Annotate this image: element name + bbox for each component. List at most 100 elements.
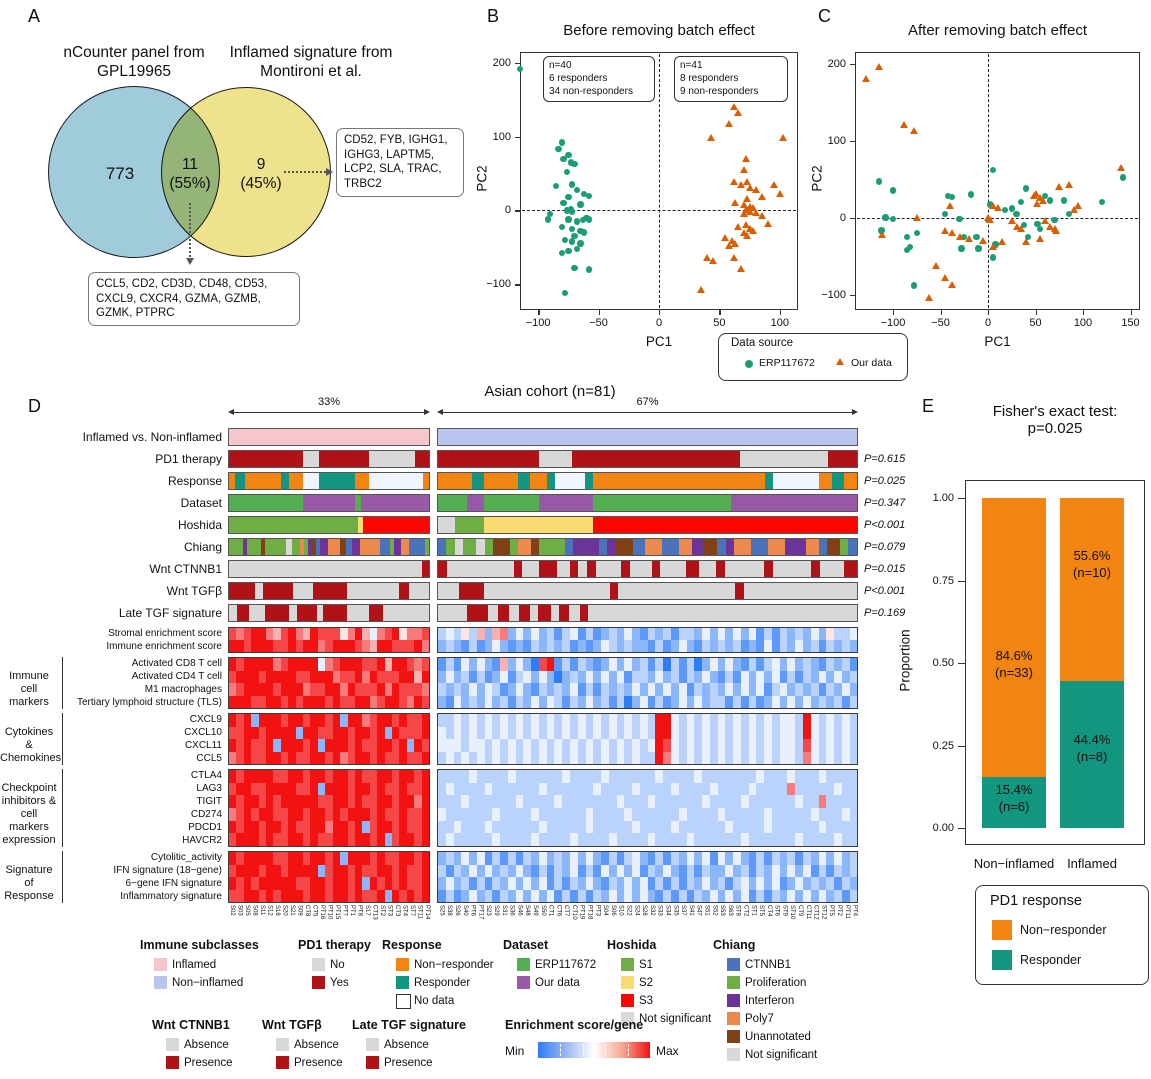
heatmap-row <box>438 683 858 696</box>
x-tick <box>598 310 600 315</box>
heatmap-cell <box>332 770 341 783</box>
heatmap-cell <box>678 726 687 739</box>
heatmap-cell <box>236 726 244 739</box>
heatmap-cell <box>421 714 429 727</box>
heatmap-cell <box>554 782 563 796</box>
legend-item-label: S3 <box>639 995 654 1007</box>
heatmap-cell <box>639 670 648 683</box>
heatmap-cell <box>295 751 304 764</box>
heatmap-row <box>438 864 858 877</box>
heatmap-cell <box>795 889 803 902</box>
heatmap-cell <box>453 889 462 902</box>
heatmap-cell <box>310 683 318 696</box>
heatmap-cell <box>779 889 788 902</box>
data-point-circle <box>573 186 580 194</box>
heatmap-cell <box>492 658 501 671</box>
heatmap-cell <box>258 820 267 834</box>
heatmap-cell <box>764 751 772 764</box>
track-segment-abs <box>820 561 844 577</box>
heatmap-cell <box>476 782 485 796</box>
heatmap-block-left <box>228 657 430 709</box>
data-point-circle <box>1065 210 1072 217</box>
heatmap-cell <box>663 640 671 652</box>
track-segment-ctnnb1 <box>564 539 574 555</box>
legend-group-title: Wnt CTNNB1 <box>152 1018 230 1032</box>
heatmap-cell <box>469 877 477 890</box>
heatmap-cell <box>531 670 539 683</box>
heatmap-cell <box>655 770 664 783</box>
heatmap-cell <box>295 782 304 796</box>
heatmap-cell <box>632 658 640 671</box>
heatmap-cell <box>733 640 741 652</box>
track-segment-no <box>538 451 573 467</box>
heatmap-cell <box>280 726 289 739</box>
heatmap-cell <box>310 658 318 671</box>
track-segment-prolif <box>463 539 477 555</box>
sample-label: ST2 <box>378 905 385 917</box>
heatmap-cell <box>740 739 749 752</box>
heatmap-cell <box>414 808 422 821</box>
heatmap-cell <box>243 683 252 696</box>
heatmap-cell <box>523 726 532 739</box>
data-point-triangle <box>988 242 997 250</box>
heatmap-cell <box>399 714 407 727</box>
heatmap-cell <box>577 833 586 847</box>
heatmap-cell <box>362 658 370 671</box>
heatmap-cell <box>570 889 578 902</box>
heatmap-cell <box>347 628 355 640</box>
heatmap-cell <box>354 726 363 739</box>
heatmap-cell <box>354 670 363 683</box>
heatmap-cell <box>655 739 664 752</box>
heatmap-cell <box>500 751 508 764</box>
heatmap-cell <box>438 751 446 764</box>
heatmap-cell <box>686 739 695 752</box>
heatmap-cell <box>484 889 493 902</box>
heatmap-cell <box>577 658 586 671</box>
data-point-triangle <box>731 199 740 207</box>
heatmap-cell <box>655 889 664 902</box>
heatmap-cell <box>332 864 341 877</box>
heatmap-cell <box>849 833 858 847</box>
heatmap-cell <box>538 820 547 834</box>
heatmap-cell <box>802 820 811 834</box>
heatmap-cell <box>554 695 563 708</box>
data-point-triangle <box>729 254 738 262</box>
heatmap-cell <box>414 658 422 671</box>
data-point-circle <box>571 160 578 168</box>
heatmap-cell <box>325 864 333 877</box>
heatmap-cell <box>577 877 586 890</box>
heatmap-cell <box>317 751 326 764</box>
heatmap-cell <box>756 889 765 902</box>
heatmap-cell <box>570 658 578 671</box>
heatmap-cell <box>686 852 695 865</box>
heatmap-cell <box>717 670 726 683</box>
sample-label: PT18 <box>586 905 593 920</box>
heatmap-cell <box>414 628 422 640</box>
heatmap-cell <box>771 782 780 796</box>
heatmap-cell <box>531 714 539 727</box>
heatmap-cell <box>469 658 477 671</box>
heatmap-cell <box>476 808 485 821</box>
heatmap-cell <box>709 877 718 890</box>
x-axis-label-pca_after: PC1 <box>984 334 1011 349</box>
heatmap-cell <box>810 820 819 834</box>
track-segment-unann <box>531 539 540 555</box>
heatmap-cell <box>406 833 415 847</box>
heatmap-cell <box>764 695 772 708</box>
data-point-triangle <box>731 239 740 247</box>
heatmap-cell <box>841 820 850 834</box>
bar-title: Fisher's exact test: p=0.025 <box>992 403 1118 437</box>
heatmap-cell <box>849 695 858 708</box>
heatmap-cell <box>702 640 710 652</box>
heatmap-cell <box>802 640 811 652</box>
heatmap-cell <box>593 877 602 890</box>
heatmap-cell <box>616 864 625 877</box>
heatmap-cell <box>562 820 571 834</box>
heatmap-row <box>229 833 429 847</box>
heatmap-cell <box>787 833 796 847</box>
heatmap-cell <box>663 670 671 683</box>
heatmap-cell <box>678 833 687 847</box>
heatmap-cell <box>280 852 289 865</box>
track-segment-ifn <box>784 539 806 555</box>
heatmap-cell <box>632 770 640 783</box>
